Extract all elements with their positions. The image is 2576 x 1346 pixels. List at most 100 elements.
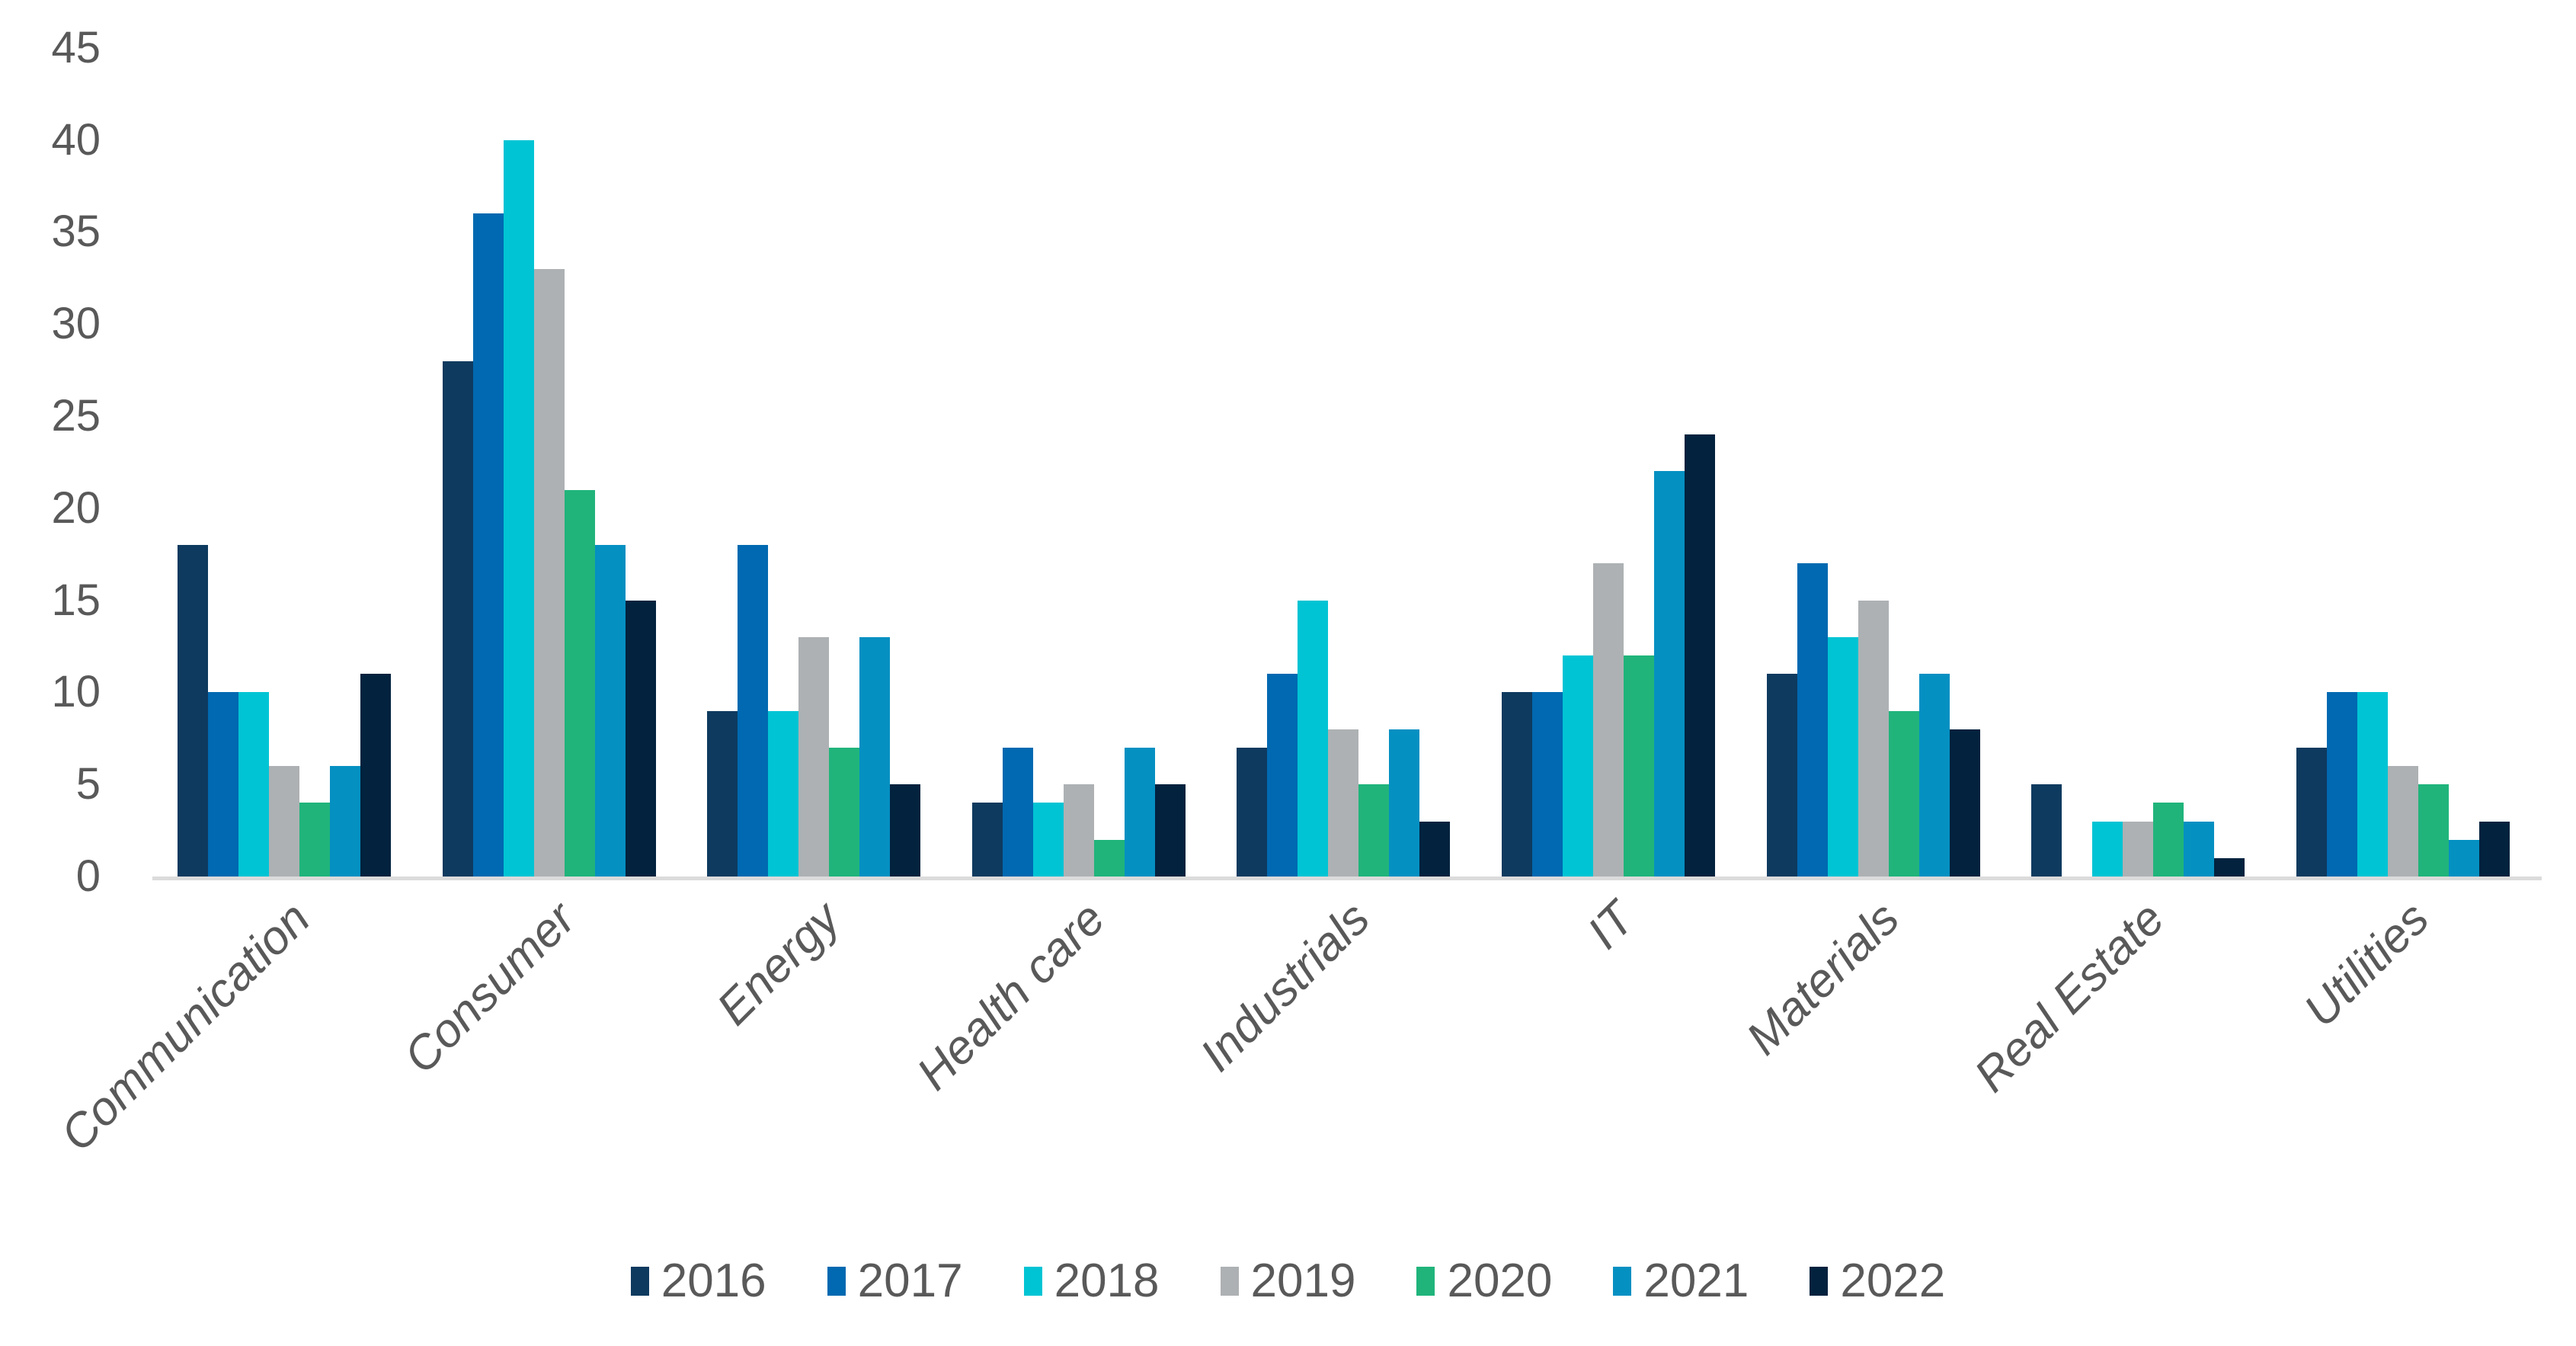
bar-2017-industrials <box>1267 674 1298 877</box>
bar-2019-communication <box>269 766 299 877</box>
bar-2019-real-estate <box>2123 821 2154 877</box>
legend-item-2020: 2020 <box>1416 1258 1552 1305</box>
legend-label-2020: 2020 <box>1447 1255 1553 1307</box>
bar-2019-utilities <box>2387 766 2418 877</box>
x-axis-line <box>152 877 2542 880</box>
bar-2019-energy <box>798 636 830 877</box>
bar-2019-materials <box>1858 600 1889 877</box>
bar-2016-it <box>1502 692 1532 877</box>
y-axis-tick-label: 45 <box>51 22 101 72</box>
bar-2021-real-estate <box>2184 821 2215 877</box>
bar-2020-utilities <box>2418 784 2449 877</box>
bar-2016-health-care <box>971 803 1003 877</box>
bar-2017-utilities <box>2326 692 2357 877</box>
legend-swatch-2022 <box>1810 1267 1829 1296</box>
bar-2018-materials <box>1827 636 1858 877</box>
legend-item-2019: 2019 <box>1220 1255 1356 1307</box>
bar-2018-health-care <box>1032 803 1064 877</box>
bar-2016-communication <box>178 545 208 877</box>
y-axis-tick-label: 40 <box>51 114 101 165</box>
bar-2019-consumer <box>533 268 565 877</box>
bar-2016-real-estate <box>2031 784 2062 877</box>
bar-2018-it <box>1563 655 1593 877</box>
bar-2022-energy <box>890 784 921 877</box>
legend-label-2021: 2021 <box>1643 1255 1749 1307</box>
bar-2020-it <box>1624 655 1654 877</box>
y-axis-tick-label: 5 <box>75 759 101 809</box>
bar-2020-communication <box>299 803 330 877</box>
bar-2017-materials <box>1797 563 1828 877</box>
bar-2018-communication <box>238 692 269 877</box>
bar-2021-health-care <box>1124 747 1155 877</box>
legend-item-2021: 2021 <box>1613 1258 1749 1305</box>
y-axis-tick-label: 20 <box>51 482 101 533</box>
category-label-real-estate: Real Estate <box>1964 892 2174 1103</box>
bar-2021-consumer <box>594 545 626 877</box>
category-label-health-care: Health care <box>907 892 1115 1101</box>
category-label-energy: Energy <box>706 892 850 1036</box>
legend-item-2017: 2017 <box>827 1258 963 1305</box>
legend-label-2016: 2016 <box>661 1255 766 1307</box>
bar-2022-health-care <box>1154 784 1186 877</box>
category-label-it: IT <box>1577 892 1645 960</box>
bar-2016-consumer <box>442 361 473 877</box>
bar-2022-it <box>1685 434 1715 877</box>
bar-2017-health-care <box>1002 747 1033 877</box>
y-axis-tick-label: 25 <box>51 391 101 441</box>
bar-2020-health-care <box>1093 839 1125 877</box>
legend-item-2022: 2022 <box>1810 1258 1945 1305</box>
bar-2022-real-estate <box>2214 857 2245 877</box>
legend-label-2018: 2018 <box>1054 1255 1160 1307</box>
category-label-industrials: Industrials <box>1190 892 1380 1082</box>
bar-2019-it <box>1593 563 1624 877</box>
bar-2020-real-estate <box>2153 803 2184 877</box>
legend-swatch-2019 <box>1220 1267 1239 1296</box>
category-label-utilities: Utilities <box>2294 892 2440 1037</box>
bar-2021-communication <box>330 766 360 877</box>
bar-2016-materials <box>1766 674 1797 877</box>
y-axis-tick-label: 35 <box>51 207 101 257</box>
bar-2019-health-care <box>1063 784 1094 877</box>
legend-swatch-2016 <box>630 1267 649 1296</box>
bar-2018-energy <box>768 710 799 877</box>
bar-2020-materials <box>1888 710 1919 877</box>
bar-2021-it <box>1654 471 1685 877</box>
legend-label-2019: 2019 <box>1250 1255 1356 1307</box>
bar-2017-communication <box>208 692 238 877</box>
bar-2018-real-estate <box>2092 821 2123 877</box>
bar-2022-communication <box>360 674 391 877</box>
bar-2016-industrials <box>1237 747 1268 877</box>
bar-2018-industrials <box>1298 600 1329 877</box>
bar-2020-consumer <box>564 489 595 877</box>
bar-2021-energy <box>859 636 891 877</box>
bar-2020-energy <box>829 747 860 877</box>
bar-2017-it <box>1532 692 1563 877</box>
legend-label-2022: 2022 <box>1840 1255 1946 1307</box>
bar-2019-industrials <box>1328 729 1359 877</box>
bar-2021-materials <box>1918 674 1950 877</box>
category-label-communication: Communication <box>51 892 321 1162</box>
y-axis-tick-label: 10 <box>51 667 101 717</box>
y-axis-tick-label: 15 <box>51 575 101 625</box>
y-axis-tick-label: 30 <box>51 299 101 349</box>
legend-swatch-2021 <box>1613 1267 1632 1296</box>
legend: 2016 2017 2018 2019 2020 2021 2022 <box>0 1254 2576 1309</box>
bar-2022-consumer <box>625 600 656 877</box>
bar-2021-industrials <box>1389 729 1420 877</box>
bar-2017-energy <box>738 545 769 877</box>
bar-2022-industrials <box>1419 821 1451 877</box>
y-axis-tick-label: 0 <box>75 851 101 901</box>
legend-swatch-2020 <box>1416 1267 1435 1296</box>
bar-2018-utilities <box>2357 692 2388 877</box>
bar-2017-consumer <box>472 213 504 877</box>
category-label-consumer: Consumer <box>393 892 585 1084</box>
legend-label-2017: 2017 <box>857 1255 963 1307</box>
legend-swatch-2017 <box>827 1267 846 1296</box>
category-label-materials: Materials <box>1736 892 1909 1066</box>
legend-swatch-2018 <box>1023 1267 1042 1296</box>
legend-item-2016: 2016 <box>630 1255 766 1307</box>
legend-item-2018: 2018 <box>1023 1255 1160 1307</box>
bar-2021-utilities <box>2448 839 2479 877</box>
